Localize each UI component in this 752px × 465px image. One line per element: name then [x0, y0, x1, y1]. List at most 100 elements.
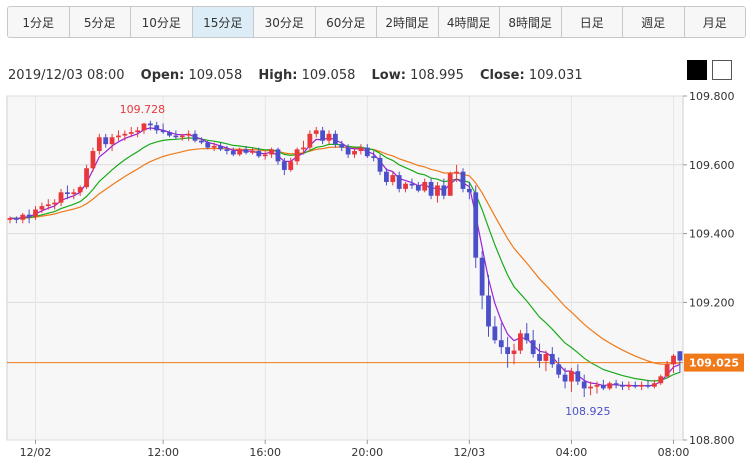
candle-body[interactable]	[262, 154, 268, 157]
timeframe-tab[interactable]: 30分足	[254, 7, 316, 37]
candle-body[interactable]	[179, 135, 185, 138]
candle-body[interactable]	[230, 151, 236, 155]
candle-body[interactable]	[71, 192, 77, 195]
candle-body[interactable]	[581, 381, 587, 389]
candle-body[interactable]	[250, 151, 255, 153]
candle-body[interactable]	[39, 206, 45, 210]
candle-body[interactable]	[301, 147, 306, 150]
candle-body[interactable]	[671, 355, 676, 365]
candle-body[interactable]	[524, 333, 530, 341]
candle-body[interactable]	[562, 374, 568, 382]
candle-body[interactable]	[645, 384, 651, 387]
candle-body[interactable]	[77, 187, 83, 193]
timeframe-tab[interactable]: 60分足	[315, 7, 377, 37]
candle-body[interactable]	[141, 123, 147, 131]
candle-body[interactable]	[422, 182, 428, 191]
candle-body[interactable]	[371, 156, 377, 158]
candle-body[interactable]	[224, 149, 230, 152]
dark-theme-button[interactable]	[687, 60, 707, 80]
candle-body[interactable]	[364, 147, 370, 157]
timeframe-tab[interactable]: 月足	[684, 7, 745, 37]
candle-body[interactable]	[486, 295, 491, 327]
candle-body[interactable]	[237, 149, 243, 155]
candle-body[interactable]	[345, 147, 351, 155]
candle-body[interactable]	[390, 175, 396, 182]
candle-body[interactable]	[498, 340, 504, 348]
candle-body[interactable]	[530, 340, 536, 354]
candle-body[interactable]	[479, 257, 485, 296]
candle-body[interactable]	[447, 173, 453, 196]
candle-body[interactable]	[518, 333, 523, 351]
candle-body[interactable]	[243, 149, 249, 153]
candle-body[interactable]	[415, 185, 421, 191]
candle-body[interactable]	[205, 142, 211, 148]
timeframe-tab[interactable]: 8時間足	[500, 7, 562, 37]
timeframe-tab[interactable]: 日足	[561, 7, 623, 37]
candle-body[interactable]	[396, 175, 402, 189]
candle-body[interactable]	[384, 171, 389, 182]
timeframe-tab[interactable]: 10分足	[131, 7, 193, 37]
candle-body[interactable]	[454, 171, 459, 174]
candle-body[interactable]	[269, 149, 274, 155]
candle-body[interactable]	[33, 209, 38, 217]
candle-body[interactable]	[511, 350, 517, 354]
candle-body[interactable]	[556, 364, 562, 375]
timeframe-tab[interactable]: 2時間足	[377, 7, 439, 37]
candle-body[interactable]	[651, 383, 657, 387]
candle-body[interactable]	[428, 182, 434, 196]
candle-body[interactable]	[409, 183, 415, 186]
candle-body[interactable]	[154, 125, 160, 131]
candle-body[interactable]	[549, 354, 555, 365]
candle-body[interactable]	[466, 188, 472, 193]
candle-body[interactable]	[294, 149, 300, 162]
candle-body[interactable]	[358, 147, 364, 152]
candle-body[interactable]	[664, 364, 670, 377]
candle-body[interactable]	[626, 384, 632, 387]
candle-body[interactable]	[326, 133, 332, 141]
candle-body[interactable]	[613, 383, 619, 385]
candle-body[interactable]	[575, 371, 581, 382]
candle-body[interactable]	[13, 218, 19, 220]
candle-body[interactable]	[281, 161, 287, 170]
candle-body[interactable]	[435, 185, 440, 196]
candle-body[interactable]	[26, 214, 32, 217]
candle-body[interactable]	[128, 132, 134, 134]
candle-body[interactable]	[537, 354, 542, 361]
candle-body[interactable]	[320, 130, 326, 141]
candle-body[interactable]	[600, 384, 606, 389]
candle-body[interactable]	[173, 135, 179, 138]
timeframe-tab[interactable]: 15分足	[192, 7, 254, 37]
timeframe-tab[interactable]: 4時間足	[438, 7, 500, 37]
candle-body[interactable]	[135, 130, 140, 133]
candle-body[interactable]	[116, 135, 121, 138]
candle-body[interactable]	[288, 161, 294, 170]
candle-body[interactable]	[505, 347, 511, 354]
candle-body[interactable]	[658, 376, 664, 384]
candle-body[interactable]	[275, 149, 281, 162]
candle-body[interactable]	[160, 130, 166, 133]
candle-body[interactable]	[45, 204, 51, 207]
candle-body[interactable]	[218, 145, 223, 150]
candle-body[interactable]	[256, 151, 262, 157]
candle-body[interactable]	[122, 133, 128, 136]
candle-body[interactable]	[632, 384, 638, 387]
light-theme-button[interactable]	[712, 60, 732, 80]
candle-body[interactable]	[441, 185, 447, 196]
timeframe-tab[interactable]: 5分足	[69, 7, 131, 37]
candle-body[interactable]	[620, 384, 625, 387]
candle-body[interactable]	[109, 137, 115, 145]
timeframe-tab[interactable]: 1分足	[8, 7, 70, 37]
candle-body[interactable]	[377, 157, 383, 172]
candle-body[interactable]	[639, 384, 645, 387]
candlestick-chart[interactable]: 109.800 109.600 109.400 109.200 108.800 12/02…	[0, 92, 752, 465]
timeframe-tab[interactable]: 週足	[623, 7, 685, 37]
candle-body[interactable]	[192, 133, 198, 141]
candle-body[interactable]	[473, 192, 479, 258]
candle-body[interactable]	[147, 123, 153, 126]
candle-body[interactable]	[211, 145, 217, 148]
candle-body[interactable]	[332, 133, 338, 145]
candle-body[interactable]	[58, 192, 64, 203]
candle-body[interactable]	[167, 132, 172, 136]
candle-body[interactable]	[7, 218, 13, 220]
candle-body[interactable]	[460, 171, 466, 189]
